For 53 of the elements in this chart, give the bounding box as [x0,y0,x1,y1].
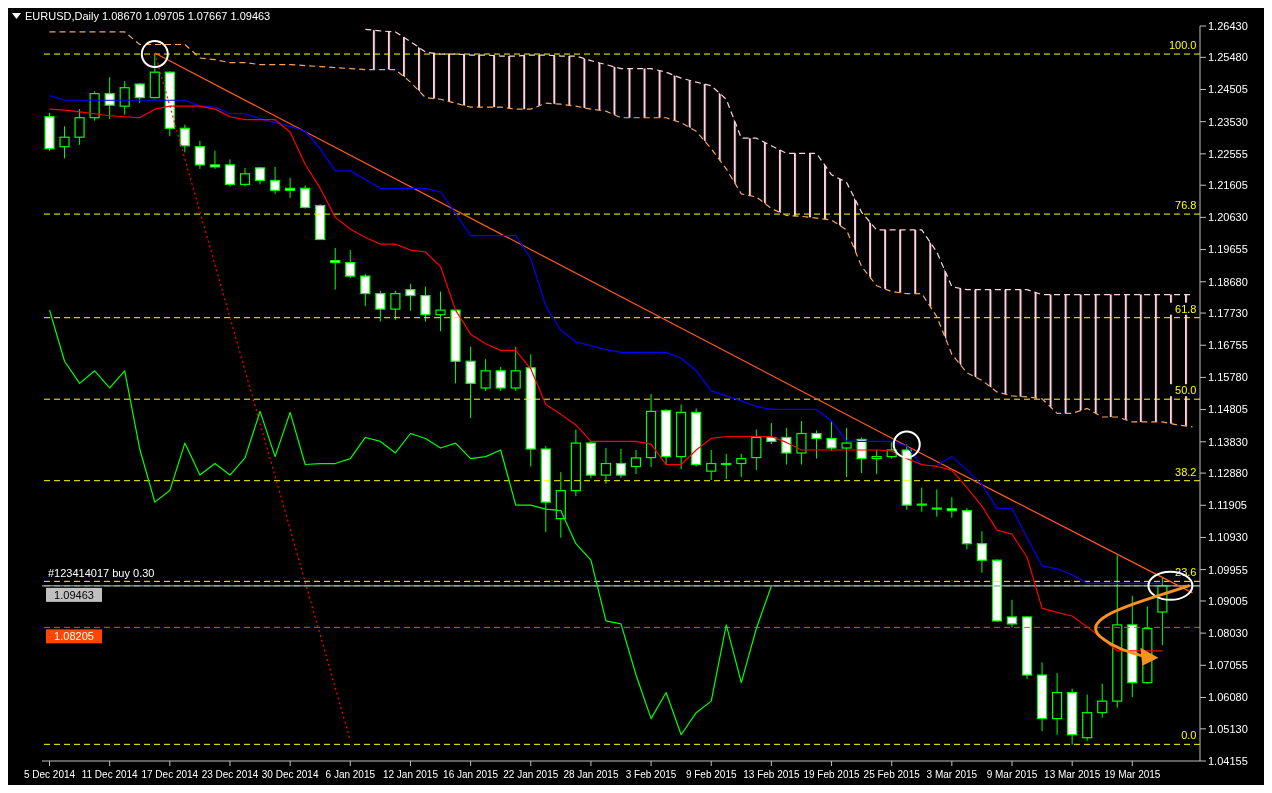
x-tick-label: 5 Dec 2014 [23,769,76,780]
x-tick-label: 22 Jan 2015 [503,769,559,780]
y-tick-label: 1.16755 [1208,339,1248,352]
ref-line-label: 1.09463 [54,588,94,601]
annotation: 38.2 [1175,465,1197,478]
x-tick-label: 3 Feb 2015 [625,769,677,780]
annotation: 61.8 [1175,302,1197,315]
ref-line-label: 1.08205 [54,630,94,643]
y-tick-label: 1.07055 [1208,659,1248,672]
y-tick-label: 1.20630 [1208,211,1248,224]
y-tick-label: 1.05130 [1208,722,1248,735]
y-tick-label: 1.12880 [1208,467,1248,480]
x-tick-label: 9 Feb 2015 [685,769,737,780]
x-tick-label: 9 Mar 2015 [986,769,1038,780]
y-tick-label: 1.17730 [1208,306,1248,319]
y-tick-label: 1.18680 [1208,275,1248,288]
y-tick-label: 1.06080 [1208,691,1248,704]
y-tick-label: 1.19655 [1208,243,1248,256]
x-tick-label: 16 Jan 2015 [443,769,499,780]
x-tick-label: 30 Dec 2014 [261,769,319,780]
annotation: 0.0 [1181,729,1197,742]
y-tick-label: 1.22555 [1208,147,1248,160]
ref-line-label: #123414017 buy 0.30 [48,566,155,579]
x-tick-label: 6 Jan 2015 [325,769,376,780]
y-tick-label: 1.25480 [1208,51,1248,64]
y-tick-label: 1.24505 [1208,83,1248,96]
x-tick-label: 13 Mar 2015 [1044,769,1101,780]
y-tick-label: 1.15780 [1208,371,1248,384]
y-tick-label: 1.26430 [1208,19,1248,32]
x-tick-label: 28 Jan 2015 [563,769,619,780]
x-tick-label: 11 Dec 2014 [81,769,139,780]
y-tick-label: 1.14805 [1208,403,1248,416]
x-tick-label: 19 Feb 2015 [803,769,861,780]
y-tick-label: 1.04155 [1208,754,1248,767]
x-tick-label: 12 Jan 2015 [382,769,439,780]
x-tick-label: 3 Mar 2015 [926,769,978,780]
y-tick-label: 1.13830 [1208,435,1248,448]
x-tick-label: 13 Feb 2015 [743,769,800,780]
chart-title: EURUSD,Daily 1.08670 1.09705 1.07667 1.09463 [25,10,271,22]
x-tick-label: 23 Dec 2014 [201,769,259,780]
y-tick-label: 1.11905 [1208,499,1247,512]
y-tick-label: 1.21605 [1208,179,1248,192]
y-tick-label: 1.09005 [1208,594,1248,607]
annotation: 100.0 [1168,39,1197,52]
y-tick-label: 1.09955 [1208,563,1248,576]
x-tick-label: 17 Dec 2014 [141,769,199,780]
y-tick-label: 1.23530 [1208,115,1248,128]
y-tick-label: 1.10930 [1208,531,1248,544]
x-tick-label: 25 Feb 2015 [863,769,921,780]
y-tick-label: 1.08030 [1208,627,1248,640]
x-tick-label: 19 Mar 2015 [1104,769,1161,780]
annotation: 76.8 [1175,199,1197,212]
annotation: 50.0 [1175,384,1197,397]
